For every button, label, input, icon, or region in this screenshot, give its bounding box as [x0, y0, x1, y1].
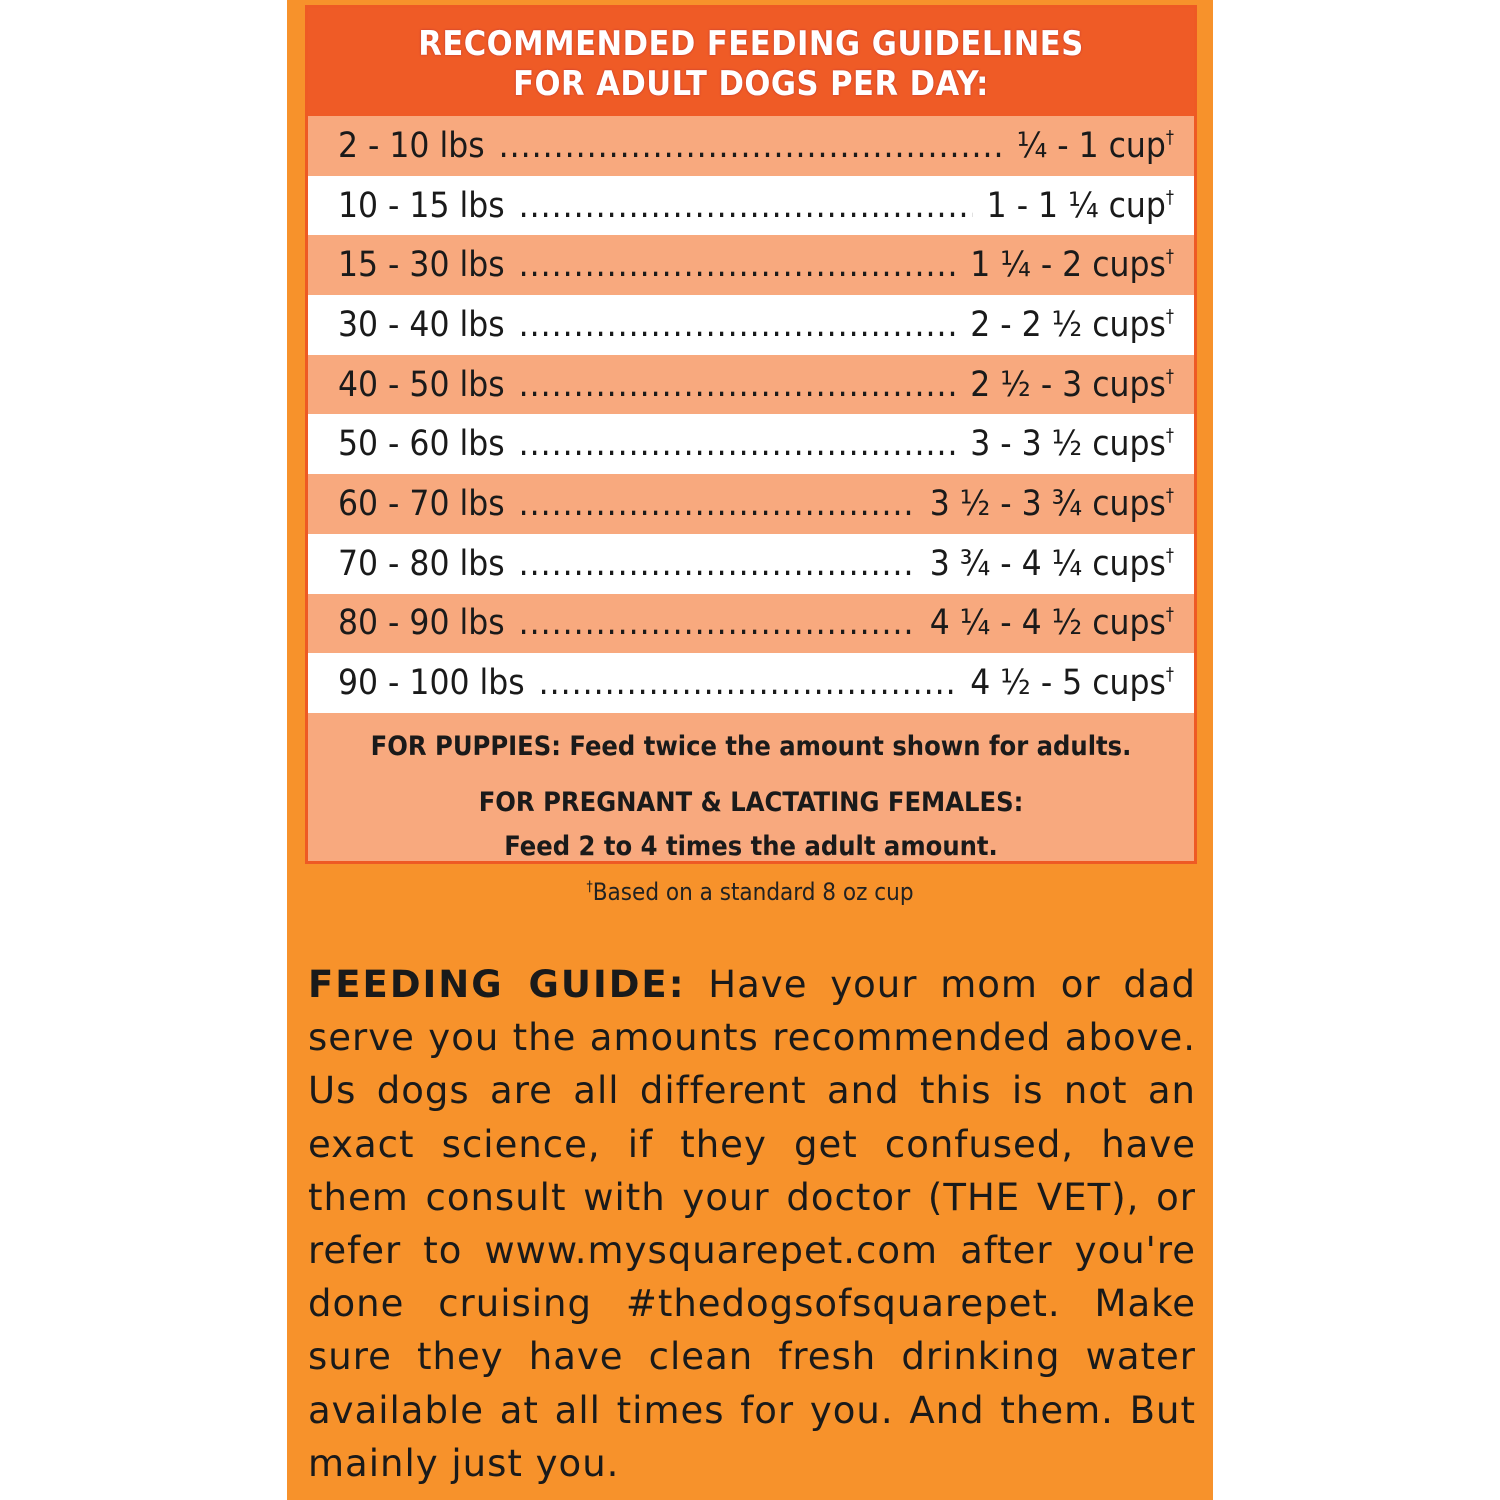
cup-amount: 2 ½ - 3 cups†: [970, 365, 1174, 405]
feeding-guide-paragraph: FEEDING GUIDE: Have your mom or dad serv…: [308, 958, 1196, 1490]
cup-amount: 1 - 1 ¼ cup†: [987, 186, 1174, 226]
weight-range: 90 - 100 lbs: [338, 663, 525, 704]
dagger-mark: †: [1165, 126, 1174, 148]
dot-leader: [519, 245, 957, 285]
feeding-guidelines-table: RECOMMENDED FEEDING GUIDELINES FOR ADULT…: [305, 5, 1197, 864]
cup-amount-text: 3 - 3 ½ cups: [970, 424, 1166, 465]
table-row: 50 - 60 lbs 3 - 3 ½ cups†: [308, 414, 1194, 475]
weight-range: 70 - 80 lbs: [338, 543, 505, 584]
dot-leader: [519, 365, 957, 405]
cup-amount-text: 1 - 1 ¼ cup: [986, 185, 1166, 226]
footnote: †Based on a standard 8 oz cup: [287, 878, 1213, 906]
cup-amount-text: 2 ½ - 3 cups: [970, 364, 1166, 405]
pregnant-title: FOR PREGNANT & LACTATING FEMALES:: [478, 786, 1024, 818]
table-row: 10 - 15 lbs 1 - 1 ¼ cup†: [308, 175, 1194, 236]
weight-range: 40 - 50 lbs: [338, 364, 505, 405]
header-line-1: RECOMMENDED FEEDING GUIDELINES: [418, 24, 1084, 64]
cup-amount: 3 ¾ - 4 ¼ cups†: [930, 544, 1174, 584]
dot-leader: [499, 126, 1003, 166]
cup-amount: 2 - 2 ½ cups†: [970, 305, 1174, 345]
table-row: 80 - 90 lbs 4 ¼ - 4 ½ cups†: [308, 593, 1194, 654]
table-row: 90 - 100 lbs 4 ½ - 5 cups†: [308, 653, 1194, 713]
dagger-mark: †: [586, 879, 593, 895]
dot-leader: [519, 603, 916, 643]
pregnant-text: Feed 2 to 4 times the adult amount.: [504, 830, 998, 862]
feeding-guide-label: FEEDING GUIDE:: [308, 963, 686, 1006]
dot-leader: [519, 424, 957, 464]
table-row: 70 - 80 lbs 3 ¾ - 4 ¼ cups†: [308, 533, 1194, 594]
cup-amount: 1 ¼ - 2 cups†: [970, 245, 1174, 285]
dot-leader: [539, 663, 957, 703]
cup-amount: ¼ - 1 cup†: [1017, 126, 1174, 166]
dagger-mark: †: [1165, 186, 1174, 208]
table-row: 15 - 30 lbs 1 ¼ - 2 cups†: [308, 235, 1194, 296]
table-row: 2 - 10 lbs ¼ - 1 cup†: [308, 116, 1194, 176]
dot-leader: [519, 484, 916, 524]
cup-amount: 3 - 3 ½ cups†: [970, 424, 1174, 464]
dot-leader: [519, 544, 916, 584]
cup-amount-text: 4 ¼ - 4 ½ cups: [929, 603, 1166, 644]
table-row: 40 - 50 lbs 2 ½ - 3 cups†: [308, 354, 1194, 415]
cup-amount: 4 ¼ - 4 ½ cups†: [930, 603, 1174, 643]
table-row: 30 - 40 lbs 2 - 2 ½ cups†: [308, 295, 1194, 355]
dagger-mark: †: [1165, 604, 1174, 626]
weight-range: 30 - 40 lbs: [338, 304, 505, 345]
dagger-mark: †: [1165, 544, 1174, 566]
footnote-text: Based on a standard 8 oz cup: [592, 878, 914, 906]
weight-range: 10 - 15 lbs: [338, 185, 505, 226]
dagger-mark: †: [1165, 425, 1174, 447]
dagger-mark: †: [1165, 664, 1174, 686]
weight-range: 80 - 90 lbs: [338, 603, 505, 644]
cup-amount-text: 3 ¾ - 4 ¼ cups: [929, 543, 1166, 584]
dagger-mark: †: [1165, 484, 1174, 506]
cup-amount-text: ¼ - 1 cup: [1016, 125, 1166, 166]
notes: FOR PUPPIES: Feed twice the amount shown…: [308, 713, 1194, 869]
puppies-note: FOR PUPPIES: Feed twice the amount shown…: [370, 730, 1132, 762]
dot-leader: [519, 305, 957, 345]
weight-range: 60 - 70 lbs: [338, 483, 505, 524]
feeding-panel: RECOMMENDED FEEDING GUIDELINES FOR ADULT…: [287, 0, 1213, 1500]
dagger-mark: †: [1165, 305, 1174, 327]
dagger-mark: †: [1165, 365, 1174, 387]
table-row: 60 - 70 lbs 3 ½ - 3 ¾ cups†: [308, 474, 1194, 534]
weight-range: 2 - 10 lbs: [338, 125, 485, 166]
cup-amount: 4 ½ - 5 cups†: [970, 663, 1174, 703]
weight-range: 15 - 30 lbs: [338, 245, 505, 286]
weight-range: 50 - 60 lbs: [338, 424, 505, 465]
header-line-2: FOR ADULT DOGS PER DAY:: [513, 64, 989, 104]
dot-leader: [519, 186, 973, 226]
cup-amount-text: 3 ½ - 3 ¾ cups: [929, 483, 1166, 524]
cup-amount-text: 1 ¼ - 2 cups: [970, 245, 1166, 286]
cup-amount-text: 2 - 2 ½ cups: [970, 304, 1166, 345]
table-header: RECOMMENDED FEEDING GUIDELINES FOR ADULT…: [308, 8, 1194, 116]
cup-amount: 3 ½ - 3 ¾ cups†: [930, 484, 1174, 524]
dagger-mark: †: [1165, 246, 1174, 268]
cup-amount-text: 4 ½ - 5 cups: [970, 663, 1166, 704]
feeding-guide-text: Have your mom or dad serve you the amoun…: [308, 963, 1196, 1485]
